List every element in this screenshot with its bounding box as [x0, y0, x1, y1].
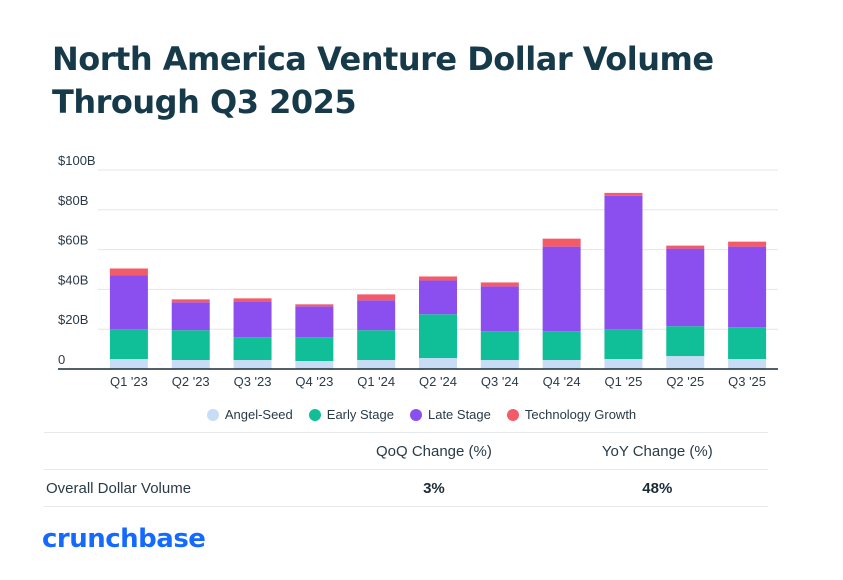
x-tick-label: Q1 '23: [110, 374, 148, 389]
bar-segment: [542, 360, 581, 369]
legend-item-early-stage: Early Stage: [308, 407, 394, 422]
bar-segment: [233, 298, 272, 302]
table-row: Overall Dollar Volume 3% 48%: [44, 470, 768, 506]
legend-swatch-early-stage: [308, 408, 321, 421]
bar-segment: [419, 314, 457, 359]
x-tick-label: Q2 '25: [666, 374, 704, 389]
x-tick-label: Q2 '24: [419, 374, 457, 389]
bar-segment: [171, 302, 210, 331]
bar-segment: [604, 359, 643, 369]
bar-segment: [357, 294, 396, 301]
bar-segment: [233, 301, 272, 338]
table-divider: [44, 506, 768, 507]
x-tick-label: Q3 '23: [234, 374, 272, 389]
bar-segment: [109, 268, 148, 276]
bar-segment: [171, 360, 210, 369]
chart-title-line-1: North America Venture Dollar Volume: [52, 40, 714, 78]
x-tick-label: Q1 '25: [605, 374, 643, 389]
change-summary-table: QoQ Change (%) YoY Change (%) Overall Do…: [44, 432, 768, 507]
bar-segment: [419, 358, 457, 369]
bar-segment: [109, 359, 148, 369]
bar-segment: [666, 326, 705, 357]
chart-title: North America Venture Dollar Volume Thro…: [52, 38, 812, 124]
column-header-qoq: QoQ Change (%): [375, 442, 492, 460]
legend-swatch-late-stage: [409, 408, 422, 421]
table-divider: [44, 469, 768, 470]
bar-segment: [109, 275, 148, 330]
bar-segment: [728, 246, 767, 328]
legend-label-angel-seed: Angel-Seed: [224, 407, 293, 422]
bar-segment: [728, 359, 767, 369]
bar-segment: [666, 356, 705, 369]
bar-segment: [666, 245, 705, 249]
bar-segment: [728, 241, 767, 247]
legend-swatch-technology-growth: [506, 408, 519, 421]
y-tick-label: $60B: [58, 233, 88, 248]
chart-legend: Angel-Seed Early Stage Late Stage Techno…: [0, 407, 843, 422]
bar-segment: [295, 306, 334, 338]
qoq-change-value: 3%: [423, 479, 445, 497]
bar-segment: [357, 330, 396, 361]
bar-segment: [295, 337, 334, 362]
y-tick-label: $20B: [58, 312, 88, 327]
y-tick-label: $80B: [58, 193, 88, 208]
bar-segment: [419, 276, 457, 281]
bar-segment: [480, 282, 519, 287]
legend-label-late-stage: Late Stage: [427, 407, 491, 422]
x-tick-label: Q1 '24: [357, 374, 395, 389]
bar-segment: [109, 329, 148, 360]
bar-segment: [233, 360, 272, 369]
bar-segment: [480, 360, 519, 369]
bar-segment: [357, 300, 396, 331]
x-tick-label: Q4 '24: [543, 374, 581, 389]
bar-segment: [480, 286, 519, 332]
bar-segment: [542, 246, 581, 332]
bar-segment: [233, 337, 272, 361]
crunchbase-logo: crunchbase: [42, 524, 206, 554]
legend-swatch-angel-seed: [206, 408, 219, 421]
y-tick-label: $40B: [58, 272, 88, 287]
yoy-change-value: 48%: [642, 479, 673, 497]
x-tick-label: Q4 '23: [295, 374, 333, 389]
legend-item-technology-growth: Technology Growth: [506, 407, 637, 422]
y-tick-label: 0: [58, 352, 65, 367]
bar-segment: [295, 361, 334, 369]
bar-segment: [419, 280, 457, 315]
legend-label-technology-growth: Technology Growth: [524, 407, 637, 422]
bar-segment: [604, 195, 643, 330]
chart-title-line-2: Through Q3 2025: [52, 83, 357, 121]
table-divider: [44, 432, 768, 433]
y-tick-label: $100B: [58, 153, 96, 168]
x-tick-label: Q3 '24: [481, 374, 519, 389]
x-tick-label: Q2 '23: [172, 374, 210, 389]
bar-segment: [357, 360, 396, 369]
row-label-overall-dollar-volume: Overall Dollar Volume: [46, 479, 192, 497]
bar-segment: [728, 327, 767, 360]
bar-segment: [480, 331, 519, 361]
bar-segment: [604, 329, 643, 360]
stacked-bar-chart: 0 $20B $40B $60B $80B $100B Q1 '23 Q2 '23 Q3 '23…: [58, 153, 778, 389]
column-header-yoy: YoY Change (%): [601, 442, 713, 460]
bar-segment: [666, 248, 705, 327]
legend-item-angel-seed: Angel-Seed: [206, 407, 293, 422]
legend-label-early-stage: Early Stage: [326, 407, 394, 422]
legend-item-late-stage: Late Stage: [409, 407, 491, 422]
bar-segment: [604, 192, 643, 196]
table-header-row: QoQ Change (%) YoY Change (%): [44, 433, 768, 469]
bar-segment: [171, 299, 210, 303]
bar-segment: [295, 304, 334, 307]
bar-segment: [542, 238, 581, 247]
x-tick-label: Q3 '25: [728, 374, 766, 389]
bar-segment: [542, 331, 581, 361]
bar-segment: [171, 330, 210, 361]
